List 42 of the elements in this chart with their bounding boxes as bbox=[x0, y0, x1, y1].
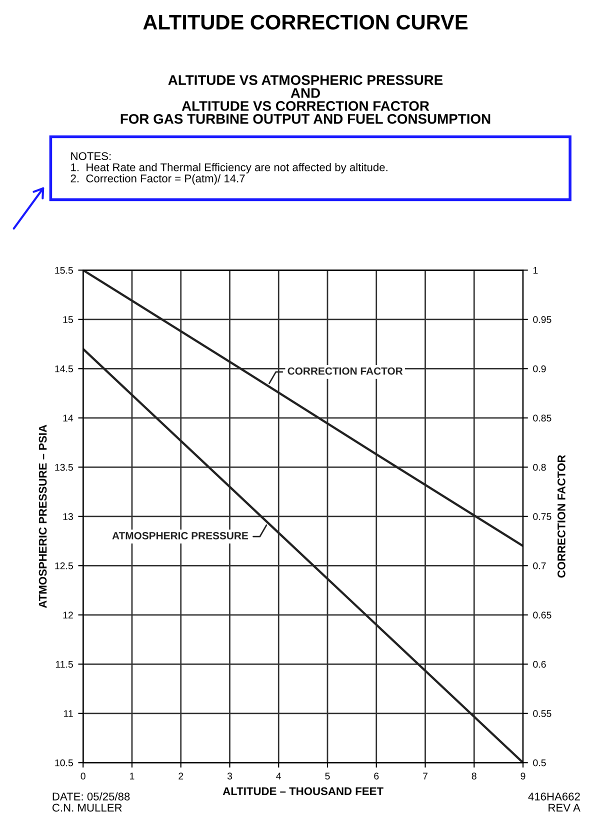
legend-label: CORRECTION FACTOR bbox=[288, 367, 403, 375]
y2-tick-label: 0.85 bbox=[533, 414, 552, 422]
y-tick-label: 13 bbox=[63, 513, 73, 520]
chart-title: ALTITUDE CORRECTION CURVE bbox=[143, 14, 468, 30]
x-tick-label: 2 bbox=[178, 772, 184, 780]
y2-tick-label: 0.8 bbox=[533, 464, 546, 471]
x-tick-label: 5 bbox=[325, 772, 330, 780]
x-tick-label: 4 bbox=[276, 772, 282, 780]
x-tick-label: 8 bbox=[472, 772, 476, 780]
y-tick-label: 14 bbox=[63, 414, 74, 422]
y-tick-label: 10.5 bbox=[55, 759, 73, 766]
x-tick-label: 6 bbox=[374, 772, 379, 780]
y2-tick-label: 0.55 bbox=[533, 710, 552, 718]
y2-tick-label: 0.95 bbox=[533, 316, 552, 324]
y-tick-label: 11.5 bbox=[56, 660, 73, 668]
y-tick-label: 13.5 bbox=[55, 464, 73, 471]
y-tick-label: 12.5 bbox=[55, 562, 73, 570]
x-tick-label: 9 bbox=[520, 772, 526, 780]
chart-subtitle: ALTITUDE VS ATMOSPHERIC PRESSURE AND ALTITUDE VS CORRECTION FACTOR FOR GAS TURBINE OUTPUT AND FUEL CONSUMPTION bbox=[120, 75, 490, 124]
y-tick-label: 15.5 bbox=[55, 266, 73, 274]
y2-tick-label: 0.9 bbox=[533, 365, 546, 372]
y-tick-label: 11 bbox=[64, 710, 73, 717]
y2-tick-label: 0.6 bbox=[533, 660, 546, 668]
y2-tick-label: 0.5 bbox=[533, 759, 546, 766]
y-tick-label: 12 bbox=[63, 612, 73, 618]
text: 416HA662 REV A bbox=[528, 792, 580, 812]
y2-tick-label: 0.75 bbox=[533, 513, 552, 520]
y2-tick-label: 1 bbox=[533, 266, 538, 274]
y-tick-label: 14.5 bbox=[55, 365, 73, 372]
y2-tick-label: 0.7 bbox=[533, 562, 546, 570]
x-tick-label: 1 bbox=[130, 772, 134, 780]
y2-axis-title: CORRECTION FACTOR bbox=[558, 455, 566, 578]
y-tick-label: 15 bbox=[63, 316, 73, 324]
x-tick-label: 7 bbox=[423, 772, 428, 780]
y2-tick-label: 0.65 bbox=[533, 612, 552, 619]
series-label: ATMOSPHERIC PRESSURE bbox=[112, 532, 248, 540]
text: DATE: 05/25/88 C.N. MULLER bbox=[52, 792, 130, 812]
x-tick-label: 0 bbox=[80, 772, 86, 780]
x-axis-title: ALTITUDE – THOUSAND FEET bbox=[222, 787, 384, 796]
text: NOTES: 1. Heat Rate and Thermal Efficiency are not affected by altitude. 2. Correction Factor = P(atm)/ 14.7 bbox=[70, 152, 388, 185]
y-axis-title: ATMOSPHERIC PRESSURE – PSIA bbox=[38, 424, 47, 608]
x-tick-label: 3 bbox=[227, 772, 232, 780]
